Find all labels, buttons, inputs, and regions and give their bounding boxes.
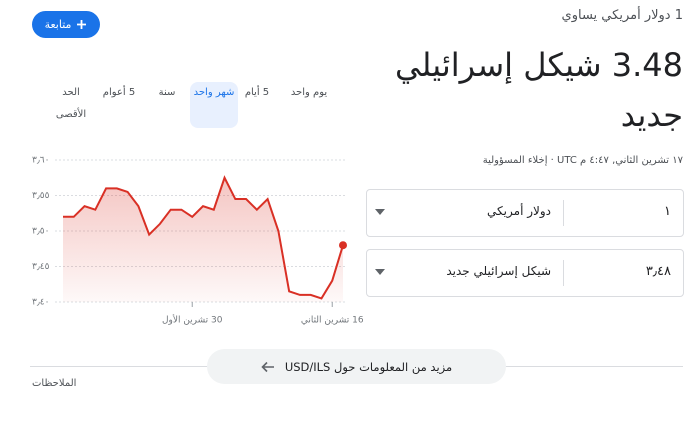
area	[63, 177, 343, 302]
y-tick-label: ٣٫٦٠	[32, 156, 49, 166]
to-field[interactable]: ٣٫٤٨ شيكل إسرائيلي جديد	[366, 249, 684, 297]
y-tick-label: ٣٫٤٠	[32, 298, 49, 308]
notes-link[interactable]: الملاحظات	[32, 378, 77, 389]
y-tick-label: ٣٫٤٥	[32, 262, 50, 272]
range-tab[interactable]: سنة	[158, 87, 176, 98]
y-tick-label: ٣٫٥٠	[32, 227, 49, 237]
disclaimer-link[interactable]: إخلاء المسؤولية	[482, 155, 548, 166]
range-tab[interactable]: 5 أعوام	[102, 87, 136, 98]
from-field[interactable]: ١ دولار أمريكي	[366, 189, 684, 237]
timestamp: ١٧ تشرين الثاني, ٤:٤٧ م UTC	[557, 155, 683, 166]
from-amount[interactable]: ١	[664, 204, 671, 219]
follow-button[interactable]: متابعة	[32, 11, 100, 38]
x-tick-label: 16 تشرين الثاني	[301, 316, 364, 326]
chart: ٣٫٤٠ ٣٫٤٥ ٣٫٥٠ ٣٫٥٥ ٣٫٦٠ 30 تشرين الأول 16 تشر…	[32, 156, 364, 326]
more-info-button[interactable]: مزيد من المعلومات حول USD/ILS	[207, 349, 506, 384]
plus-icon	[77, 20, 87, 29]
timestamp-row: ١٧ تشرين الثاني, ٤:٤٧ م UTC · إخلاء المس…	[482, 155, 683, 166]
from-currency[interactable]: دولار أمريكي	[487, 204, 551, 218]
end-dot	[339, 241, 347, 250]
field-divider	[563, 260, 564, 286]
range-tab[interactable]: 5 أيام	[244, 87, 270, 98]
range-tab[interactable]: يوم واحد	[290, 87, 328, 98]
result-text: 3.48 شيكل إسرائيلي جديد	[394, 46, 683, 134]
to-currency[interactable]: شيكل إسرائيلي جديد	[446, 264, 551, 278]
to-amount[interactable]: ٣٫٤٨	[645, 264, 671, 279]
arrow-icon	[261, 361, 274, 372]
range-tab[interactable]: الحد الأقصى	[55, 87, 87, 120]
follow-label: متابعة	[44, 18, 72, 31]
y-tick-label: ٣٫٥٥	[32, 191, 50, 201]
equals-text: 1 دولار أمريكي يساوي	[561, 8, 683, 23]
range-tab[interactable]: شهر واحد	[190, 82, 238, 128]
more-info-label: مزيد من المعلومات حول USD/ILS	[284, 359, 453, 374]
line	[63, 175, 344, 300]
field-divider	[563, 200, 564, 226]
x-tick-label: 30 تشرين الأول	[162, 314, 223, 326]
dropdown-caret	[375, 269, 385, 275]
dropdown-caret	[375, 209, 385, 215]
